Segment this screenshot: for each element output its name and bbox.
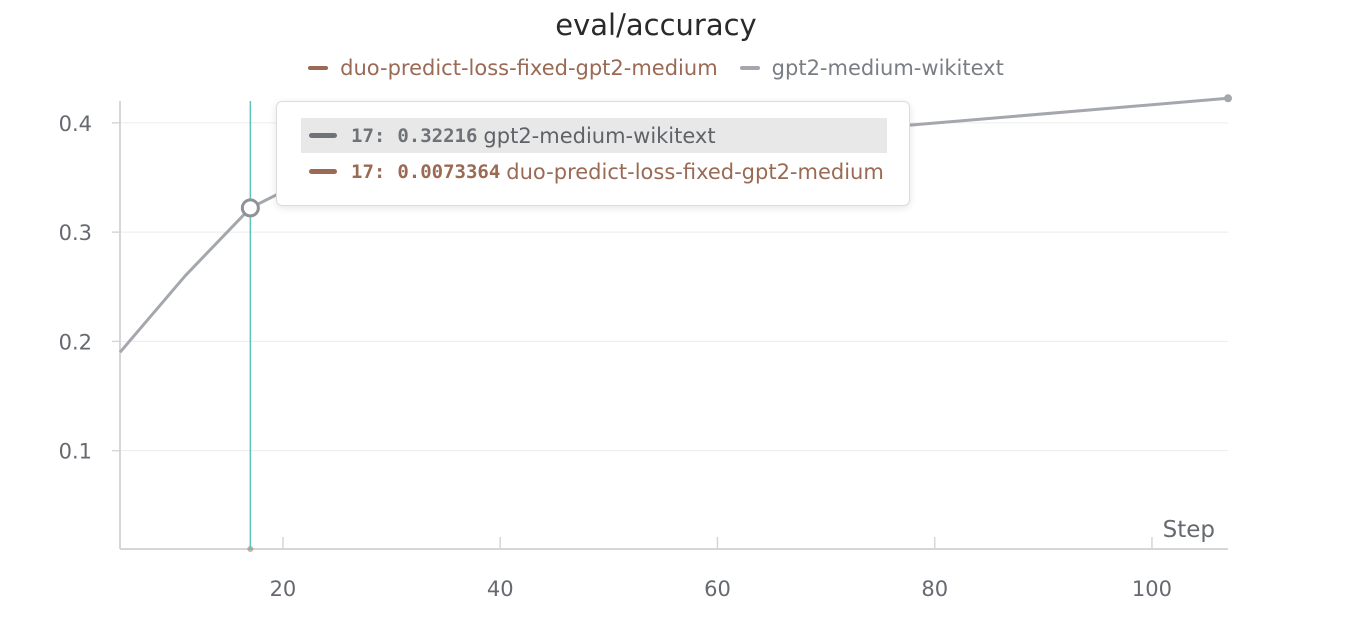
legend-item-duo[interactable]: duo-predict-loss-fixed-gpt2-medium (308, 56, 718, 80)
tooltip-step-duo: 17 (351, 160, 374, 183)
tooltip-name-gpt2: gpt2-medium-wikitext (483, 123, 716, 148)
legend-swatch-duo (308, 66, 329, 70)
hover-marker-gpt2 (240, 198, 260, 218)
tooltip-sep-gpt2: : (373, 124, 386, 147)
y-tick-label: 0.4 (59, 112, 92, 136)
tooltip-swatch-duo (309, 169, 337, 174)
tooltip-value-duo: 0.0073364 (397, 160, 501, 183)
x-tick-label: 100 (1132, 577, 1172, 601)
legend-item-gpt2[interactable]: gpt2-medium-wikitext (739, 56, 1004, 80)
tooltip-row-duo: 17 : 0.0073364 duo-predict-loss-fixed-gp… (301, 154, 887, 189)
x-axis-label: Step (1163, 517, 1215, 543)
tooltip-sep-duo: : (373, 160, 386, 183)
y-tick-label: 0.2 (59, 330, 92, 354)
x-tick-label: 40 (487, 577, 514, 601)
tooltip-swatch-gpt2 (309, 133, 337, 138)
legend-swatch-gpt2 (739, 66, 760, 70)
y-tick-label: 0.1 (59, 440, 92, 464)
legend-label-gpt2: gpt2-medium-wikitext (771, 56, 1004, 80)
series-endpoint-gpt2-medium-wikitext (1224, 94, 1232, 103)
tooltip-row-gpt2: 17 : 0.32216 gpt2-medium-wikitext (301, 118, 887, 153)
cursor-layer (240, 101, 260, 549)
legend-label-duo: duo-predict-loss-fixed-gpt2-medium (340, 56, 718, 80)
x-tick-label: 80 (921, 577, 948, 601)
tooltip-name-duo: duo-predict-loss-fixed-gpt2-medium (506, 159, 884, 184)
axis-layer: Step (119, 101, 1228, 550)
hover-tooltip: 17 : 0.32216 gpt2-medium-wikitext 17 : 0… (276, 101, 910, 206)
tooltip-value-gpt2: 0.32216 (397, 124, 478, 147)
tick-layer: 0.1 0.2 0.3 0.4 20 40 60 80 100 (59, 112, 1172, 601)
x-tick-label: 20 (270, 577, 297, 601)
x-tick-label: 60 (704, 577, 731, 601)
chart-legend: duo-predict-loss-fixed-gpt2-medium gpt2-… (0, 56, 1312, 80)
tooltip-step-gpt2: 17 (351, 124, 374, 147)
y-tick-label: 0.3 (59, 221, 92, 245)
chart-title: eval/accuracy (555, 8, 757, 42)
